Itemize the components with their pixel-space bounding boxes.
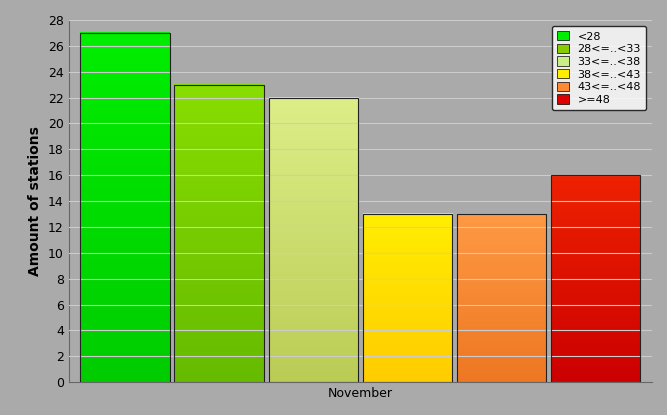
Bar	[551, 175, 640, 382]
Bar	[81, 33, 170, 382]
Bar	[175, 85, 264, 382]
Bar	[457, 214, 546, 382]
Legend: <28, 28<=..<33, 33<=..<38, 38<=..<43, 43<=..<48, >=48: <28, 28<=..<33, 33<=..<38, 38<=..<43, 43…	[552, 26, 646, 110]
Bar	[363, 214, 452, 382]
Y-axis label: Amount of stations: Amount of stations	[28, 126, 42, 276]
Bar	[269, 98, 358, 382]
